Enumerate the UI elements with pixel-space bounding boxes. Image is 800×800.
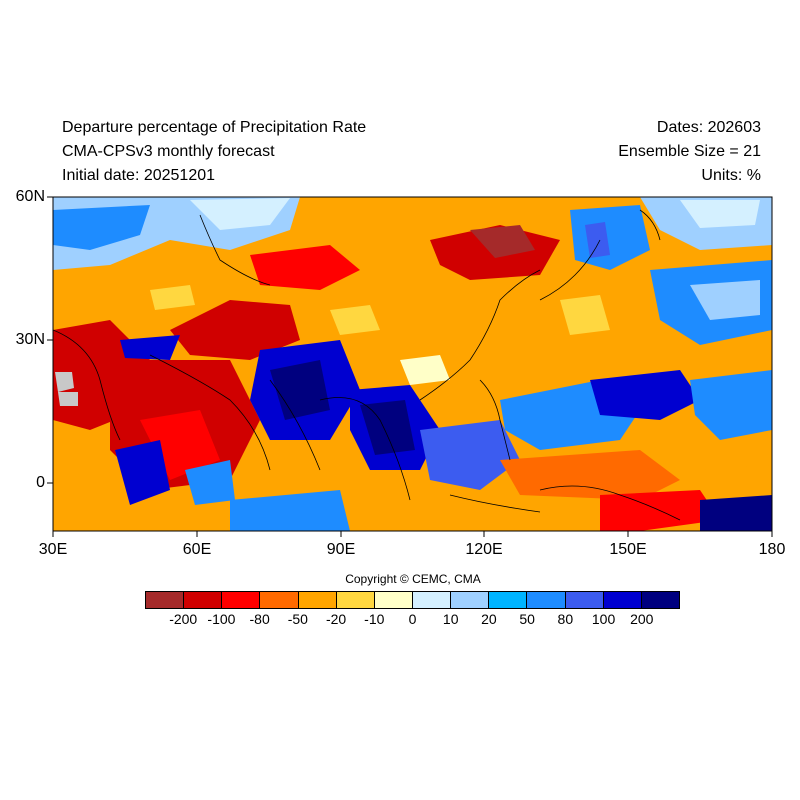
map-field	[53, 197, 772, 531]
coastline	[269, 379, 321, 471]
colorbar-swatch	[451, 592, 490, 608]
colorbar-swatch	[489, 592, 528, 608]
colorbar-tick-label: -200	[169, 611, 198, 627]
field-region	[190, 198, 290, 230]
colorbar-swatch	[527, 592, 566, 608]
x-tick-label: 60E	[182, 541, 212, 558]
colorbar-swatch	[641, 592, 679, 608]
colorbar-tick-label: 200	[630, 611, 654, 627]
field-region	[500, 450, 680, 500]
colorbar	[145, 591, 680, 609]
field-region	[360, 400, 415, 455]
colorbar-swatch	[603, 592, 642, 608]
dates-label: Dates: 202603	[656, 119, 761, 136]
field-region	[115, 440, 170, 505]
coastline	[479, 379, 511, 461]
x-tick-label: 120E	[465, 541, 503, 558]
colorbar-swatch	[336, 592, 375, 608]
field-region	[185, 460, 235, 505]
colorbar-swatch	[260, 592, 299, 608]
field-region	[250, 245, 360, 290]
colorbar-tick-label: -100	[207, 611, 236, 627]
field-region	[700, 495, 772, 531]
x-tick-label: 180	[758, 541, 786, 558]
y-tick-label: 30N	[15, 331, 45, 348]
coastline	[449, 494, 541, 513]
colorbar-tick-label: -20	[325, 611, 347, 627]
coastline	[419, 269, 541, 401]
field-region	[690, 280, 760, 320]
precipitation-map	[47, 196, 773, 537]
axis-ticks	[47, 196, 773, 537]
field-region	[560, 295, 610, 335]
x-tick-label: 90E	[326, 541, 356, 558]
field-region	[585, 222, 610, 258]
copyright-text: Copyright © CEMC, CMA	[345, 572, 481, 586]
map-frame	[52, 196, 773, 532]
colorbar-swatch	[298, 592, 337, 608]
coastline	[639, 209, 661, 241]
colorbar-tick-label: -80	[249, 611, 270, 627]
colorbar-swatch	[412, 592, 452, 608]
coastline	[539, 485, 681, 521]
colorbar-tick-label: 80	[557, 611, 574, 627]
field-region	[330, 305, 380, 335]
colorbar-swatch	[374, 592, 413, 608]
field-region	[680, 200, 760, 228]
x-tick-label: 150E	[609, 541, 647, 558]
colorbar-swatch	[146, 592, 185, 608]
y-tick-label: 0	[36, 474, 45, 491]
field-region	[400, 355, 450, 385]
colorbar-tick-label: 0	[408, 611, 417, 627]
field-region	[120, 335, 180, 360]
coastline	[319, 397, 411, 501]
field-region	[170, 300, 300, 360]
field-region	[150, 285, 195, 310]
colorbar-tick-label: 20	[481, 611, 497, 627]
ensemble-size-label: Ensemble Size = 21	[618, 143, 761, 160]
colorbar-tick-label: 50	[519, 611, 535, 627]
coastline	[53, 329, 121, 441]
field-region	[140, 410, 220, 480]
colorbar-tick-label: -10	[364, 611, 385, 627]
field-region	[470, 225, 535, 258]
x-tick-label: 30E	[38, 541, 68, 558]
coastline	[149, 354, 271, 471]
title-line-2: CMA-CPSv3 monthly forecast	[62, 143, 275, 160]
coastline	[199, 214, 271, 286]
coastlines	[53, 209, 681, 521]
colorbar-tick-label: -50	[287, 611, 308, 627]
field-region	[590, 370, 700, 420]
title-line-3: Initial date: 20251201	[62, 167, 216, 184]
colorbar-tick-label: 100	[591, 611, 616, 627]
field-region	[58, 392, 78, 406]
field-region	[420, 420, 520, 490]
units-label: Units: %	[701, 167, 761, 184]
colorbar-swatch	[184, 592, 223, 608]
field-region	[53, 205, 150, 250]
field-region	[690, 370, 772, 440]
field-region	[55, 372, 74, 392]
coastline	[539, 239, 601, 301]
field-region	[270, 360, 330, 420]
field-region	[230, 490, 350, 531]
y-tick-label: 60N	[15, 188, 45, 205]
colorbar-swatch	[565, 592, 604, 608]
colorbar-tick-label: 10	[442, 611, 459, 627]
title-line-1: Departure percentage of Precipitation Ra…	[62, 119, 367, 136]
colorbar-swatch	[222, 592, 261, 608]
